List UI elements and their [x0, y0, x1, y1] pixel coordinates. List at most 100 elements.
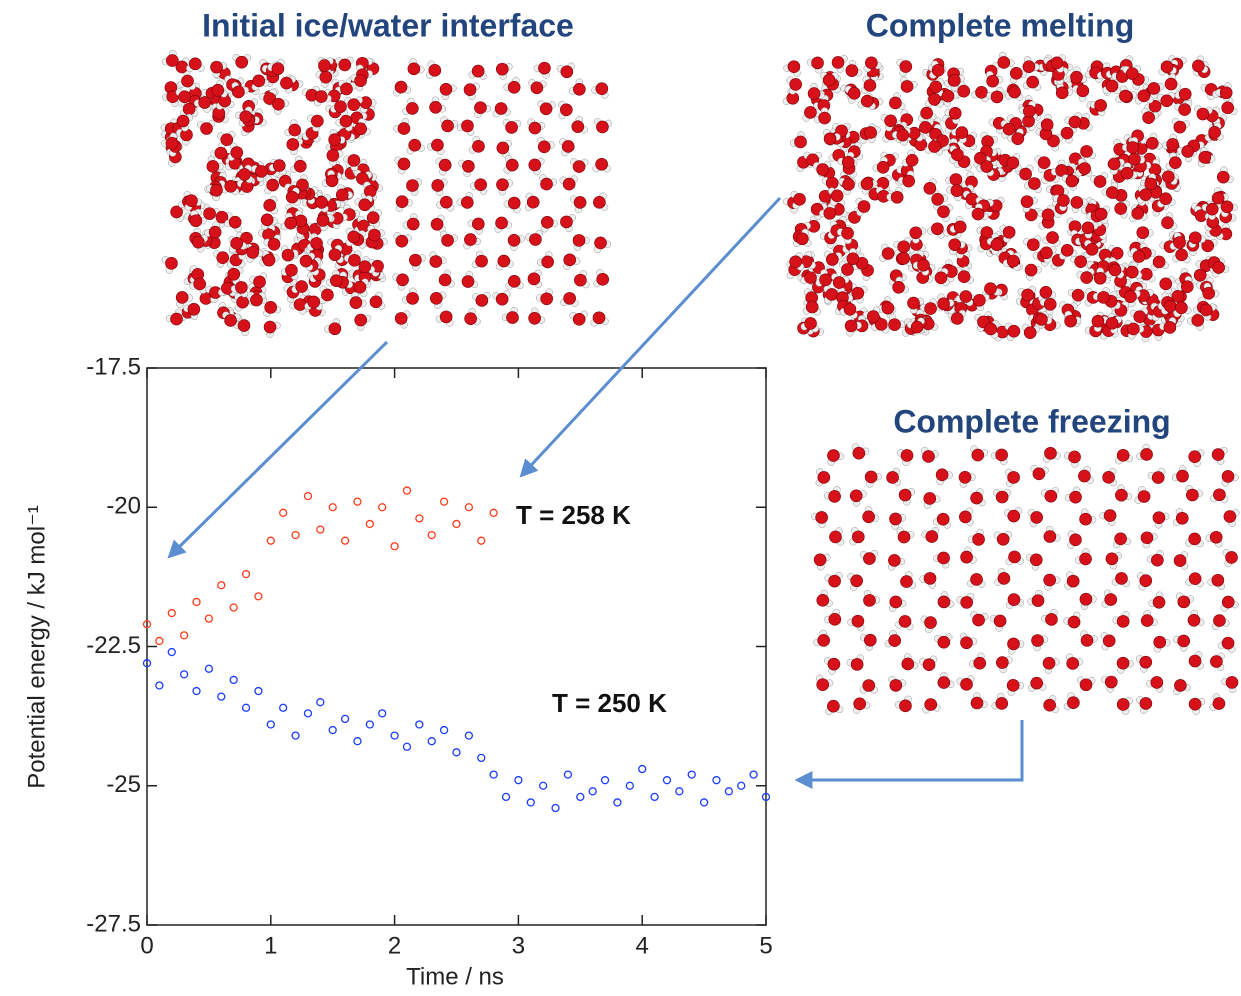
oxygen — [1143, 112, 1155, 124]
oxygen — [348, 99, 360, 111]
oxygen — [906, 154, 918, 166]
oxygen — [928, 93, 940, 105]
oxygen — [921, 107, 933, 119]
oxygen — [950, 174, 962, 186]
oxygen — [938, 298, 950, 310]
data-point — [465, 732, 472, 739]
data-point — [243, 571, 250, 578]
oxygen — [398, 123, 410, 135]
oxygen — [829, 490, 841, 502]
data-point — [230, 676, 237, 683]
oxygen — [1189, 698, 1201, 710]
oxygen — [956, 127, 968, 139]
oxygen — [918, 259, 930, 271]
oxygen — [819, 112, 831, 124]
oxygen — [1217, 171, 1229, 183]
oxygen — [1008, 325, 1020, 337]
oxygen — [1070, 71, 1082, 83]
oxygen — [820, 274, 832, 286]
oxygen — [562, 140, 574, 152]
oxygen — [296, 281, 308, 293]
oxygen — [1172, 290, 1184, 302]
oxygen — [847, 253, 859, 265]
oxygen — [865, 127, 877, 139]
oxygen — [395, 312, 407, 324]
oxygen — [294, 160, 306, 172]
oxygen — [826, 177, 838, 189]
oxygen — [951, 149, 963, 161]
oxygen — [824, 207, 836, 219]
oxygen — [217, 252, 229, 264]
data-point — [750, 771, 757, 778]
oxygen — [472, 65, 484, 77]
data-point — [342, 715, 349, 722]
oxygen — [959, 471, 971, 483]
oxygen — [975, 86, 987, 98]
oxygen — [1140, 656, 1152, 668]
oxygen — [1222, 470, 1234, 482]
x-tick-label: 1 — [264, 932, 277, 959]
series-label: T = 250 K — [552, 688, 667, 718]
oxygen — [359, 199, 371, 211]
oxygen — [573, 313, 585, 325]
oxygen — [1032, 595, 1044, 607]
oxygen — [818, 634, 830, 646]
oxygen — [236, 56, 248, 68]
oxygen — [1167, 138, 1179, 150]
oxygen — [348, 231, 360, 243]
oxygen — [1007, 679, 1019, 691]
oxygen — [506, 121, 518, 133]
oxygen — [326, 175, 338, 187]
oxygen — [1224, 511, 1236, 523]
oxygen — [1042, 209, 1054, 221]
oxygen — [1081, 145, 1093, 157]
oxygen — [890, 679, 902, 691]
oxygen — [442, 234, 454, 246]
oxygen — [506, 159, 518, 171]
oxygen — [318, 60, 330, 72]
data-point — [317, 699, 324, 706]
oxygen — [1069, 116, 1081, 128]
data-point — [329, 504, 336, 511]
oxygen — [232, 86, 244, 98]
oxygen — [1119, 90, 1131, 102]
oxygen — [824, 133, 836, 145]
oxygen — [364, 185, 376, 197]
data-point — [354, 498, 361, 505]
oxygen — [1127, 142, 1139, 154]
oxygen — [1027, 239, 1039, 251]
data-point — [577, 793, 584, 800]
oxygen — [406, 102, 418, 114]
oxygen — [805, 317, 817, 329]
oxygen — [818, 471, 830, 483]
oxygen — [1127, 323, 1139, 335]
oxygen — [1140, 575, 1152, 587]
oxygen — [1012, 133, 1024, 145]
data-point — [329, 727, 336, 734]
oxygen — [1153, 596, 1165, 608]
data-point — [701, 799, 708, 806]
oxygen — [538, 62, 550, 74]
oxygen — [1182, 145, 1194, 157]
oxygen — [596, 121, 608, 133]
oxygen — [215, 147, 227, 159]
oxygen — [973, 533, 985, 545]
oxygen — [1117, 449, 1129, 461]
oxygen — [1027, 76, 1039, 88]
oxygen — [898, 252, 910, 264]
oxygen — [908, 297, 920, 309]
oxygen — [931, 223, 943, 235]
data-point — [441, 498, 448, 505]
oxygen — [893, 281, 905, 293]
oxygen — [498, 255, 510, 267]
oxygen — [861, 178, 873, 190]
oxygen — [843, 178, 855, 190]
oxygen — [882, 247, 894, 259]
oxygen — [1220, 87, 1232, 99]
oxygen — [267, 179, 279, 191]
oxygen — [529, 312, 541, 324]
oxygen — [932, 64, 944, 76]
oxygen — [971, 697, 983, 709]
oxygen — [845, 320, 857, 332]
oxygen — [973, 294, 985, 306]
